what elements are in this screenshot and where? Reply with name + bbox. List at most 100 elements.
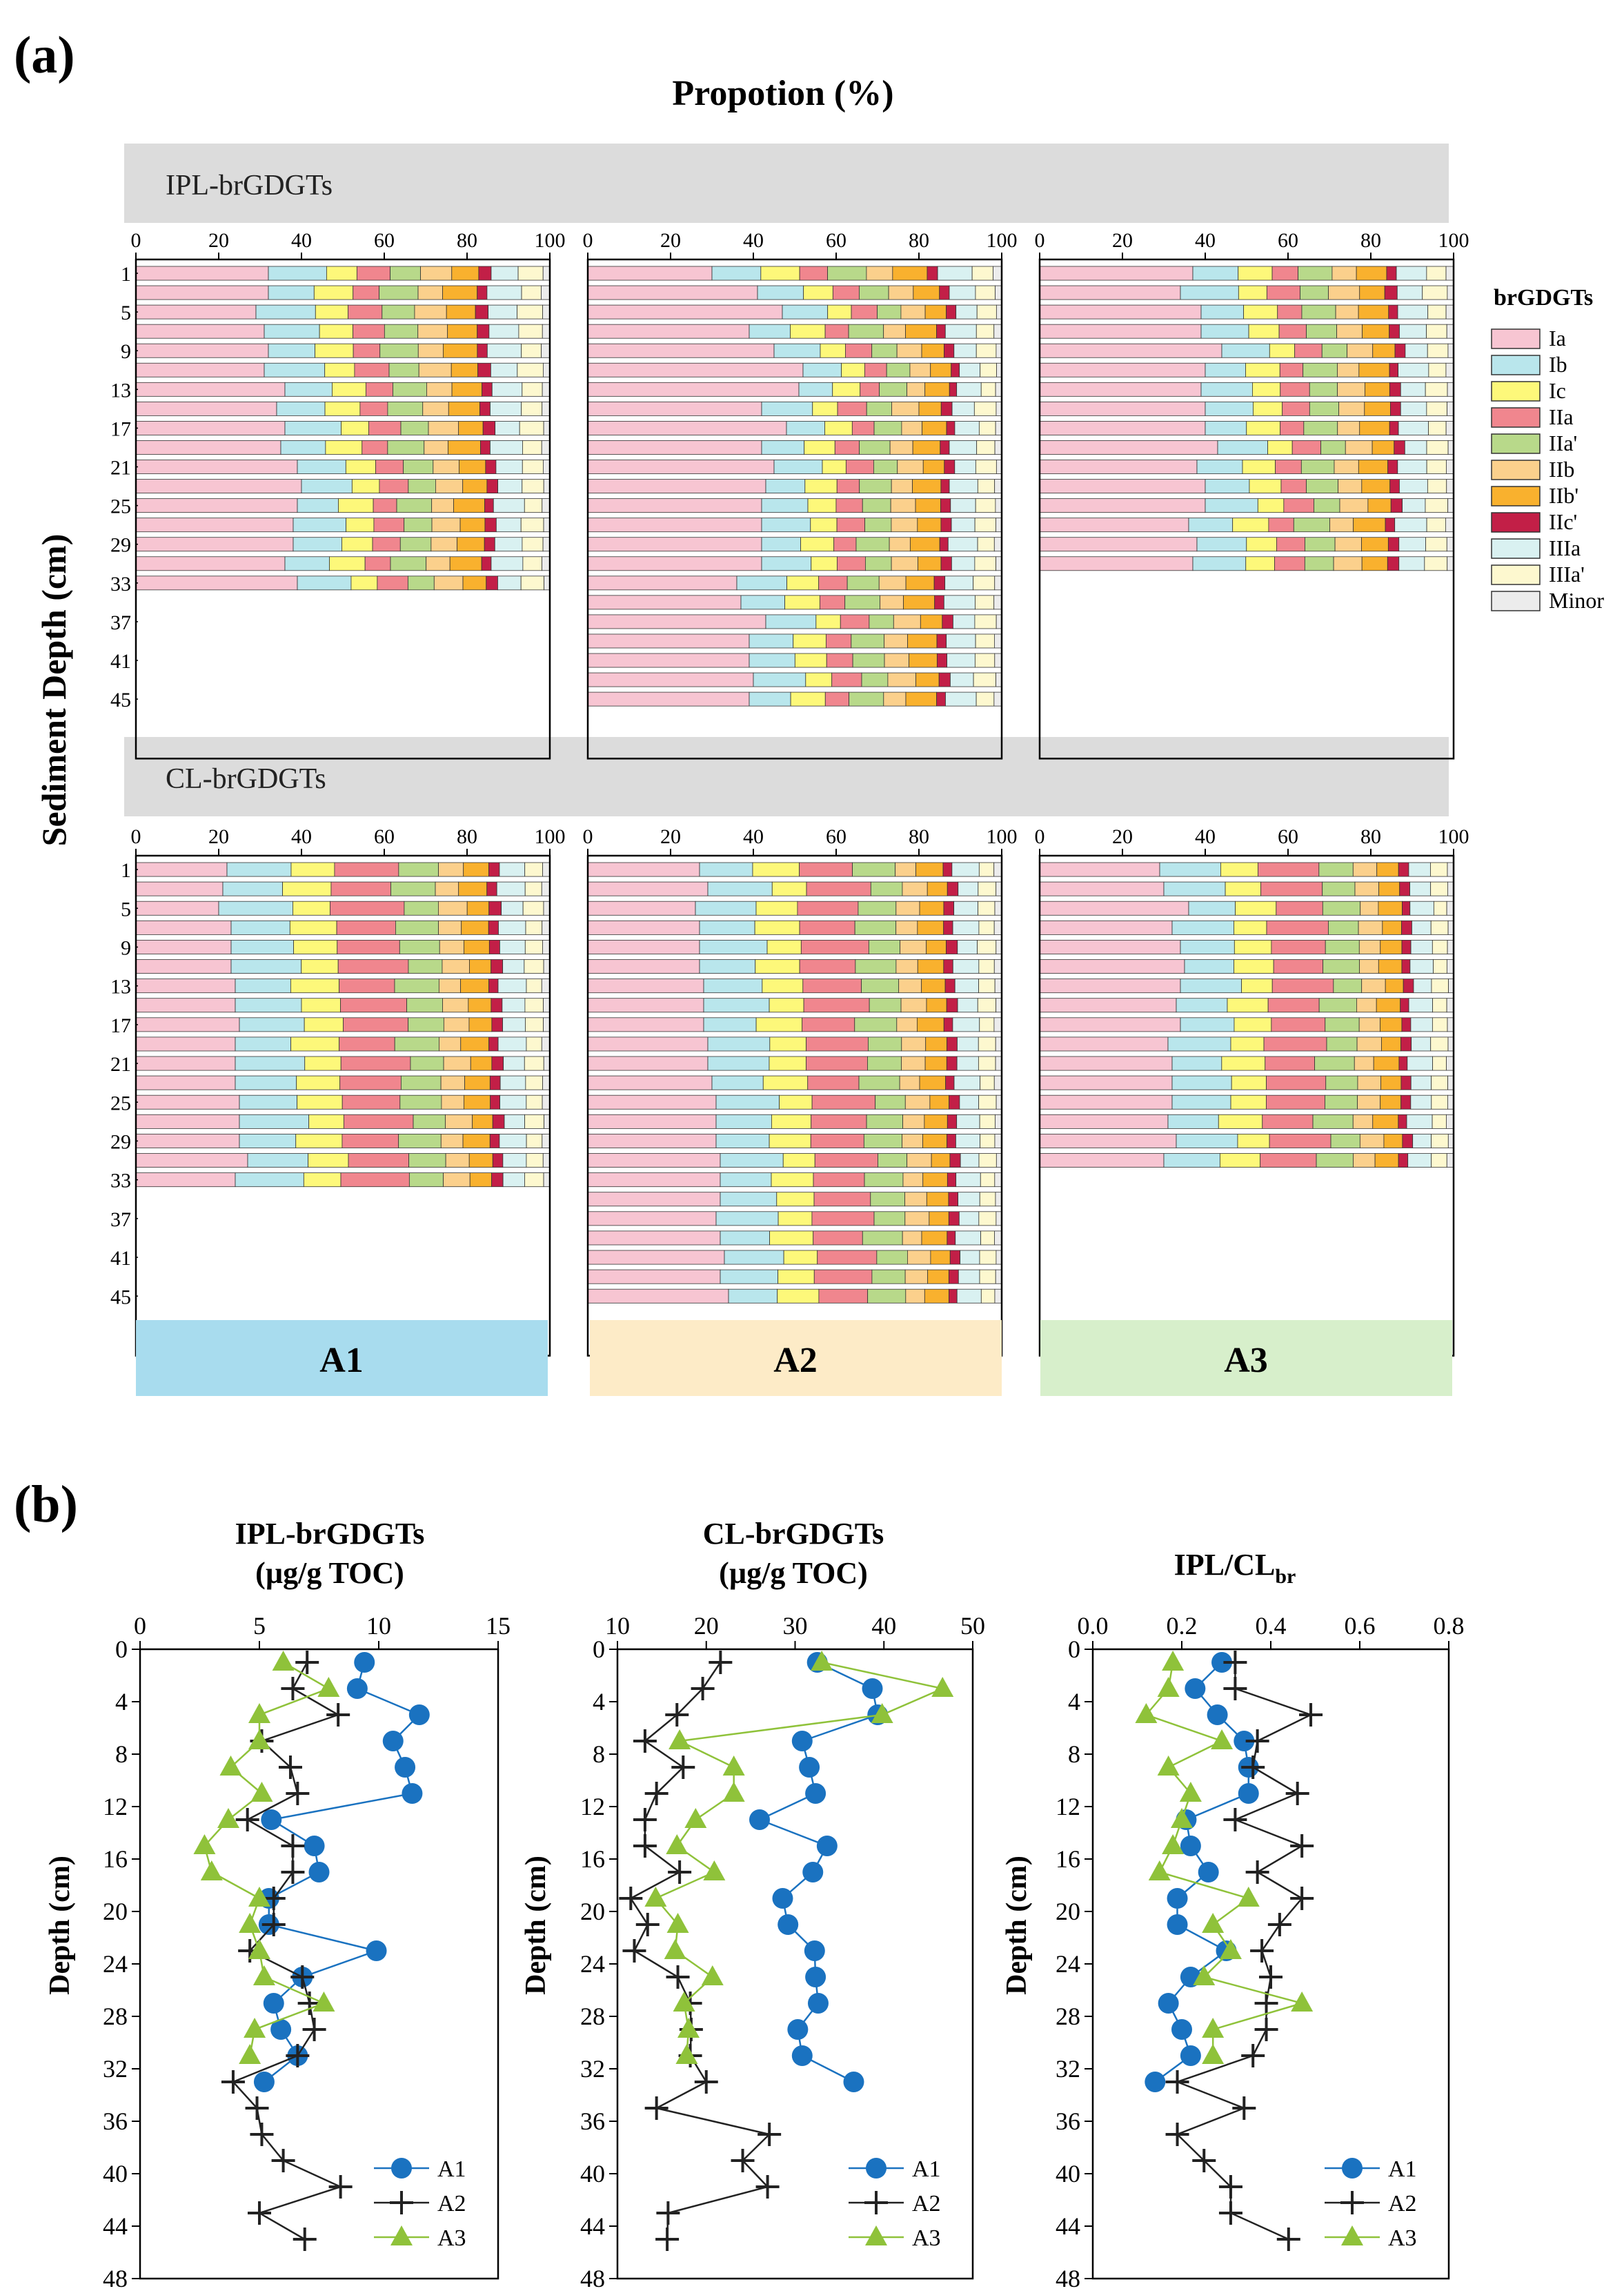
point-a1 — [395, 1757, 416, 1778]
bar-segment-iicp — [943, 959, 953, 974]
bar-segment-iiia — [497, 1036, 527, 1052]
bar-segment-iiap — [1333, 979, 1363, 994]
bar-segment-ib — [1200, 304, 1245, 319]
x-tick-label: 0 — [131, 825, 141, 848]
depth-tick-label: 25 — [110, 1092, 131, 1114]
ipl-bars-a3 — [1039, 266, 1454, 571]
bar-segment-ib — [1167, 1114, 1219, 1129]
bar-segment-iiap — [396, 498, 433, 513]
bar-segment-iia — [375, 460, 404, 474]
bar-segment-iiiap — [978, 881, 997, 896]
bar-segment-minor — [543, 421, 551, 435]
bar-segment-minor — [1447, 881, 1454, 896]
legend-swatch — [1491, 460, 1541, 480]
bar-segment-ic — [1234, 1017, 1272, 1032]
x-tick-label: 30 — [783, 1612, 808, 1640]
bar-segment-ia — [587, 920, 700, 935]
bar-segment-iiiap — [524, 1056, 544, 1071]
bar-segment-iiia — [1398, 362, 1429, 377]
x-tick-label: 0 — [134, 1612, 146, 1640]
bar-segment-iib — [414, 304, 447, 319]
bar-segment-ib — [715, 1094, 780, 1110]
bar-segment-iia — [1262, 1114, 1314, 1129]
bar-segment-iiap — [400, 421, 429, 435]
bar-segment-iiiap — [980, 382, 996, 397]
bar-segment-ib — [1200, 324, 1249, 339]
bar-segment-iia — [348, 1153, 410, 1168]
bar-segment-iibp — [1365, 382, 1390, 397]
point-a3 — [722, 1756, 745, 1776]
bar-segment-iicp — [1401, 1017, 1412, 1032]
site-band-a2 — [590, 1320, 1002, 1396]
y-tick-label: 12 — [1056, 1793, 1080, 1820]
bar-segment-ia — [135, 556, 286, 571]
bar-segment-iibp — [468, 1017, 493, 1032]
bar-segment-iiiap — [978, 1056, 996, 1071]
bar-segment-iia — [1294, 343, 1323, 358]
bar-segment-ia — [587, 653, 750, 668]
point-a3 — [1219, 1939, 1242, 1959]
bar-segment-iicp — [488, 979, 499, 994]
point-a1 — [346, 1678, 368, 1699]
bar-segment-ia — [587, 304, 783, 319]
bar-segment-ia — [135, 998, 236, 1013]
bar-segment-iib — [1347, 343, 1374, 358]
bar-segment-ib — [222, 881, 283, 896]
bar-segment-minor — [1447, 1075, 1454, 1090]
bar-segment-iicp — [1400, 1075, 1412, 1090]
point-a2 — [1299, 1703, 1323, 1727]
bar-segment-iicp — [488, 920, 499, 935]
bar-segment-iiiap — [1425, 382, 1448, 397]
bar-segment-iibp — [1372, 1114, 1399, 1129]
bar-segment-ia — [587, 576, 737, 591]
bar-segment-iibp — [1358, 362, 1390, 377]
bar-segment-minor — [1446, 537, 1454, 552]
bar-segment-iibp — [924, 1056, 947, 1071]
y-tick-label: 32 — [103, 2055, 128, 2083]
bar-segment-iiiap — [517, 304, 543, 319]
bar-segment-minor — [543, 998, 551, 1013]
bar-segment-minor — [542, 1075, 551, 1090]
bar-segment-iiiap — [521, 401, 543, 416]
bar-segment-iib — [909, 362, 931, 377]
bar-segment-ib — [761, 401, 813, 416]
bar-segment-iiiap — [974, 556, 997, 571]
bar-segment-iia — [826, 653, 853, 668]
bar-segment-iibp — [448, 401, 480, 416]
bar-segment-iiiap — [1426, 518, 1446, 533]
bar-segment-iiap — [408, 1172, 444, 1188]
point-a1 — [1158, 1993, 1179, 2014]
depth-tick-label: 1 — [121, 263, 131, 286]
bar-segment-minor — [995, 1056, 1002, 1071]
bar-segment-iiia — [499, 940, 526, 954]
bar-segment-ia — [1039, 401, 1206, 416]
bar-segment-iiap — [864, 518, 892, 533]
bar-segment-iiia — [956, 1288, 982, 1304]
bar-segment-ic — [1225, 881, 1262, 896]
legend-label: A1 — [912, 2156, 941, 2182]
bar-segment-iia — [826, 633, 852, 649]
bar-segment-ic — [324, 362, 355, 377]
bar-segment-iiia — [960, 1153, 980, 1168]
bar-segment-iia — [799, 862, 853, 877]
point-a1 — [261, 1809, 282, 1830]
bar-segment-iibp — [909, 653, 938, 668]
point-a2 — [671, 1756, 695, 1779]
bar-segment-iia — [803, 998, 870, 1013]
point-a2 — [709, 1651, 733, 1674]
point-a1 — [804, 1940, 825, 1961]
bar-segment-iiap — [1322, 901, 1361, 916]
bar-segment-iia — [353, 324, 385, 339]
bar-segment-ic — [293, 901, 330, 916]
bar-segment-iiia — [502, 1153, 527, 1168]
depth-tick-label: 5 — [121, 898, 131, 921]
bar-segment-ia — [1039, 1114, 1169, 1129]
bar-segment-iia — [836, 518, 865, 533]
bar-segment-iiiap — [1424, 556, 1448, 571]
x-tick-label: 0.0 — [1078, 1612, 1109, 1640]
bar-segment-iiiap — [971, 266, 993, 281]
bar-segment-ib — [1176, 1134, 1238, 1148]
x-tick-label: 10 — [366, 1612, 391, 1640]
bar-segment-ic — [1238, 285, 1267, 300]
